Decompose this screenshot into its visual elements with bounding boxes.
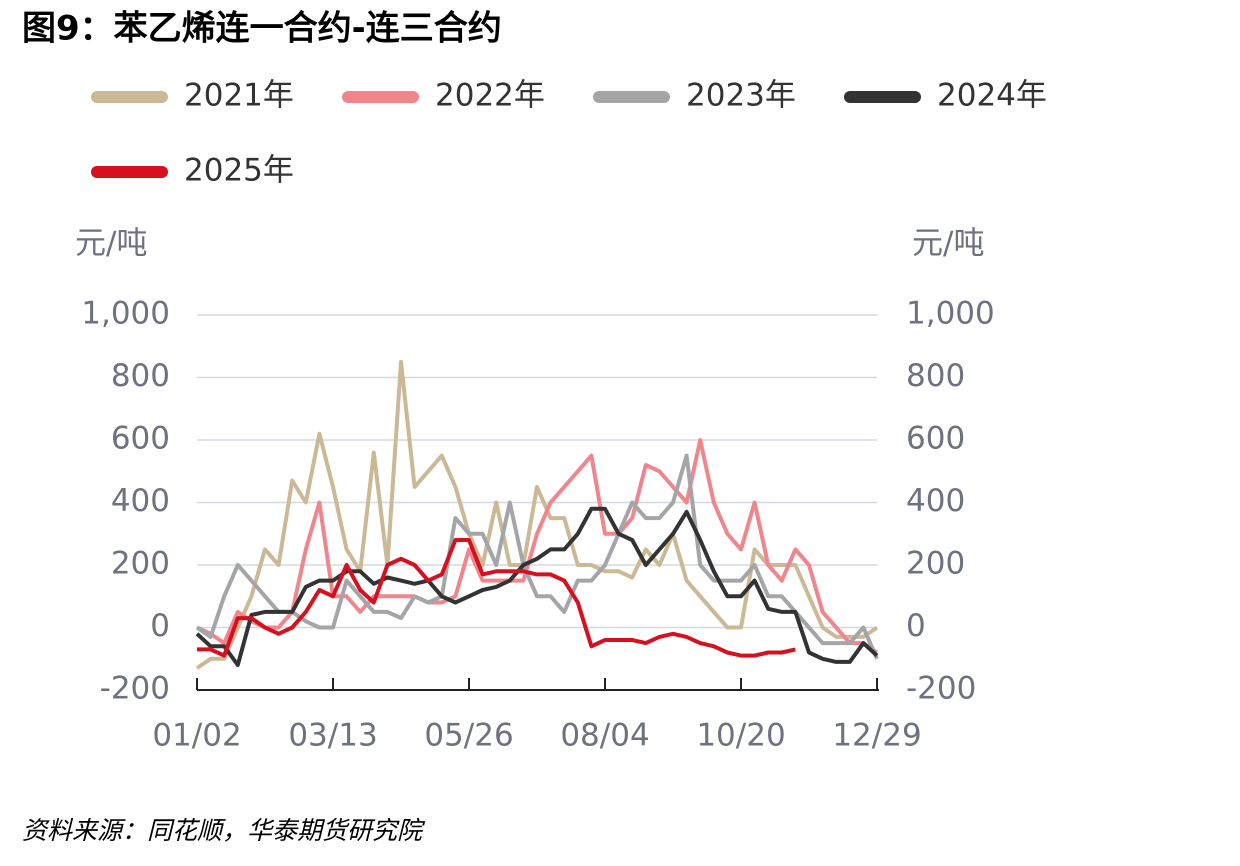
x-tick-label: 03/13 [288, 718, 377, 754]
legend-label: 2025年 [184, 153, 294, 189]
x-tick-label: 12/29 [832, 718, 921, 754]
y-tick-label: 200 [111, 546, 170, 582]
y2-tick-label: 600 [906, 421, 965, 457]
y2-tick-label: 1,000 [906, 296, 995, 332]
y-tick-label: 0 [150, 608, 170, 644]
legend-label: 2024年 [937, 78, 1047, 114]
y-tick-label: -200 [100, 671, 170, 707]
y2-axis-label: 元/吨 [912, 226, 984, 262]
series-line [197, 538, 796, 658]
y2-tick-label: 200 [906, 546, 965, 582]
legend-label: 2021年 [184, 78, 294, 114]
x-tick-label: 10/20 [696, 718, 785, 754]
series-line [196, 438, 879, 655]
y-tick-label: 400 [111, 483, 170, 519]
legend-label: 2023年 [686, 78, 796, 114]
series-line [195, 453, 879, 660]
x-tick-label: 08/04 [560, 718, 649, 754]
y2-tick-label: -200 [906, 671, 976, 707]
legend-label: 2022年 [435, 78, 545, 114]
series-line [195, 359, 879, 670]
x-tick-label: 05/26 [424, 718, 513, 754]
y-tick-label: 600 [111, 421, 170, 457]
y2-tick-label: 800 [906, 358, 965, 394]
y2-tick-label: 400 [906, 483, 965, 519]
series-line [195, 506, 879, 667]
y-tick-label: 1,000 [81, 296, 170, 332]
y-tick-label: 800 [111, 358, 170, 394]
y2-tick-label: 0 [906, 608, 926, 644]
source-note: 资料来源：同花顺，华泰期货研究院 [22, 816, 426, 845]
y-axis-label: 元/吨 [75, 226, 147, 262]
x-tick-label: 01/02 [152, 718, 241, 754]
chart-title: 图9：苯乙烯连一合约-连三合约 [22, 9, 502, 49]
